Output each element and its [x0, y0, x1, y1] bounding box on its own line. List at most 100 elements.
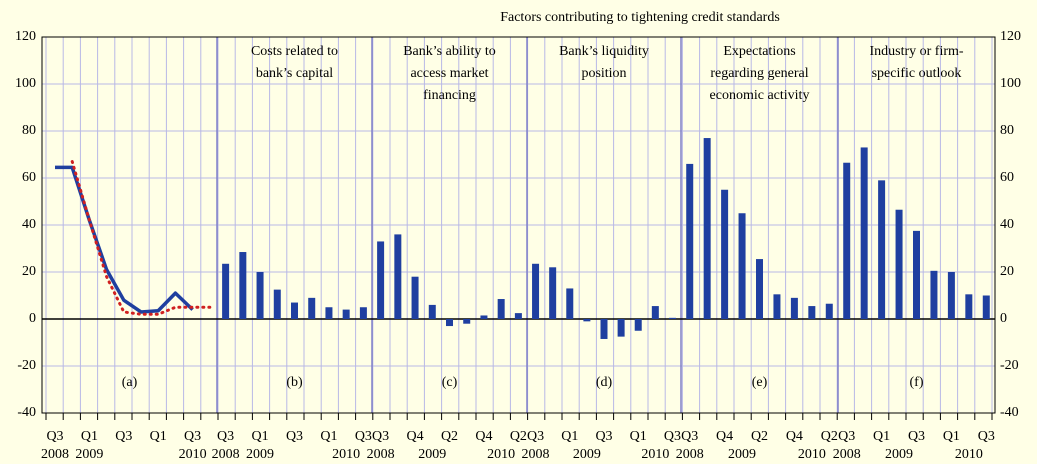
x-year-label: 2010 — [332, 447, 360, 462]
x-year-label: 2010 — [798, 447, 826, 462]
panel-title: bank’s capital — [256, 66, 333, 81]
y-tick-label: -40 — [17, 405, 36, 420]
panel-title: Bank’s ability to — [403, 44, 496, 59]
x-tick-label: Q3 — [681, 429, 698, 444]
panel-title: specific outlook — [872, 66, 962, 81]
bar — [965, 294, 973, 319]
y-tick-label: 100 — [15, 76, 36, 91]
x-tick-label: Q4 — [406, 429, 423, 444]
bar — [947, 272, 955, 319]
bar — [377, 241, 385, 319]
bar — [222, 263, 230, 319]
y-tick-label: 120 — [15, 29, 36, 44]
bar — [308, 297, 316, 319]
bar — [703, 138, 711, 319]
bar — [446, 319, 453, 327]
x-tick-label: Q3 — [595, 429, 612, 444]
panel-label: (d) — [596, 375, 613, 390]
bar — [583, 319, 591, 322]
bar — [411, 276, 419, 319]
x-tick-label: Q3 — [355, 429, 372, 444]
bar — [532, 263, 540, 319]
panel-label: (f) — [910, 375, 924, 390]
bar — [913, 230, 920, 319]
x-tick-label: Q3 — [978, 429, 995, 444]
bar — [256, 272, 264, 319]
panel-title: regarding general — [710, 66, 808, 81]
panel-title: Bank’s liquidity — [559, 44, 649, 59]
x-tick-label: Q3 — [527, 429, 544, 444]
x-tick-label: Q3 — [46, 429, 63, 444]
bar — [860, 147, 868, 319]
bar — [686, 163, 694, 319]
y2-tick-label: 0 — [1000, 311, 1007, 326]
bar — [325, 307, 333, 319]
plot-frame — [41, 36, 996, 414]
x-year-label: 2008 — [676, 447, 704, 462]
bar — [668, 317, 676, 319]
x-tick-label: Q3 — [908, 429, 925, 444]
x-year-label: 2010 — [179, 447, 207, 462]
x-tick-label: Q1 — [150, 429, 167, 444]
bar — [600, 319, 608, 339]
y-tick-label: -20 — [17, 358, 36, 373]
y2-tick-label: 100 — [1000, 76, 1021, 91]
bar — [651, 306, 659, 319]
bar — [930, 270, 938, 319]
bar — [273, 289, 281, 319]
bar — [566, 288, 574, 319]
bar — [549, 267, 557, 319]
x-tick-label: Q2 — [510, 429, 527, 444]
panel-title: Industry or firm- — [869, 44, 963, 59]
x-year-label: 2008 — [212, 447, 240, 462]
panel-label: (e) — [752, 375, 768, 390]
x-tick-label: Q1 — [943, 429, 960, 444]
bar — [721, 189, 729, 319]
y-tick-label: 60 — [22, 170, 36, 185]
bar — [342, 309, 350, 319]
bar — [756, 259, 763, 319]
x-year-label: 2009 — [246, 447, 274, 462]
bar — [394, 234, 402, 319]
bar — [497, 299, 505, 319]
x-year-label: 2009 — [885, 447, 913, 462]
x-tick-label: Q1 — [873, 429, 890, 444]
x-tick-label: Q1 — [251, 429, 268, 444]
panel-title: Expectations — [723, 44, 795, 59]
x-tick-label: Q3 — [286, 429, 303, 444]
x-year-label: 2008 — [522, 447, 550, 462]
panel-title: Costs related to — [251, 44, 338, 59]
x-tick-label: Q4 — [475, 429, 492, 444]
x-tick-label: Q3 — [838, 429, 855, 444]
y-tick-label: 40 — [22, 217, 36, 232]
panel-title: position — [581, 66, 626, 81]
panel-title: access market — [410, 66, 488, 81]
x-tick-label: Q1 — [81, 429, 98, 444]
x-tick-label: Q1 — [630, 429, 647, 444]
y2-tick-label: 40 — [1000, 217, 1014, 232]
x-year-label: 2008 — [367, 447, 395, 462]
y-tick-label: 80 — [22, 123, 36, 138]
x-tick-label: Q2 — [441, 429, 458, 444]
bar — [878, 180, 886, 319]
x-tick-label: Q3 — [115, 429, 132, 444]
y2-tick-label: 60 — [1000, 170, 1014, 185]
y2-tick-label: 20 — [1000, 264, 1014, 279]
bar — [291, 302, 298, 319]
bar — [790, 297, 798, 319]
bar — [843, 162, 851, 319]
x-tick-label: Q3 — [664, 429, 681, 444]
x-tick-label: Q4 — [716, 429, 733, 444]
x-year-label: 2009 — [728, 447, 756, 462]
x-tick-label: Q2 — [821, 429, 838, 444]
panel-title: financing — [423, 88, 476, 103]
bar — [428, 304, 436, 319]
bar — [773, 294, 781, 319]
x-tick-label: Q3 — [372, 429, 389, 444]
y-tick-label: 0 — [29, 311, 36, 326]
bar — [895, 209, 903, 319]
panel-label: (c) — [442, 375, 458, 390]
x-year-label: 2010 — [955, 447, 983, 462]
x-year-label: 2008 — [41, 447, 69, 462]
